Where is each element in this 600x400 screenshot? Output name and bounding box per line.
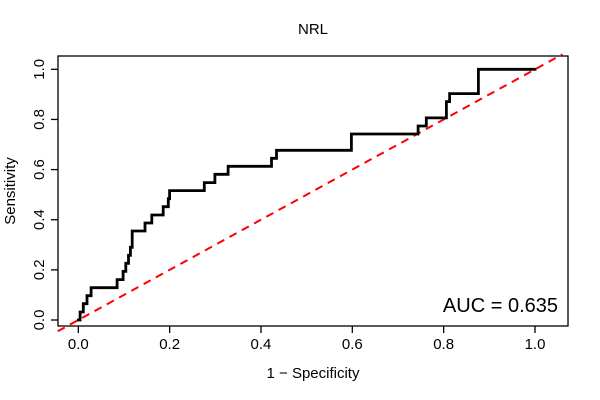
chance-diagonal-line [57,53,563,333]
plot-area: 0.0 0.2 0.4 0.6 0.8 1.0 0.0 0.2 0.4 0.6 0.8 1.0 [31,53,569,353]
x-tick-label: 0.6 [342,336,363,353]
y-tick-label: 0.0 [31,310,48,331]
y-tick-label: 0.6 [31,159,48,180]
auc-annotation: AUC = 0.635 [443,295,558,317]
y-tick-label: 0.4 [31,209,48,230]
plot-box [57,55,569,327]
x-tick-label: 0.4 [251,336,272,353]
x-tick-label: 0.2 [159,336,180,353]
x-tick-label: 0.0 [68,336,89,353]
y-tick-label: 1.0 [31,59,48,80]
y-axis-label: Sensitivity [2,157,19,225]
y-axis-ticks: 0.0 0.2 0.4 0.6 0.8 1.0 [31,59,58,331]
x-tick-label: 0.8 [433,336,454,353]
chart-title: NRL [298,21,328,38]
x-axis-ticks: 0.0 0.2 0.4 0.6 0.8 1.0 [68,326,546,353]
x-axis-label: 1 − Specificity [267,365,360,382]
x-tick-label: 1.0 [525,336,546,353]
roc-curve-path [76,67,537,322]
y-tick-label: 0.8 [31,109,48,130]
y-tick-label: 0.2 [31,259,48,280]
